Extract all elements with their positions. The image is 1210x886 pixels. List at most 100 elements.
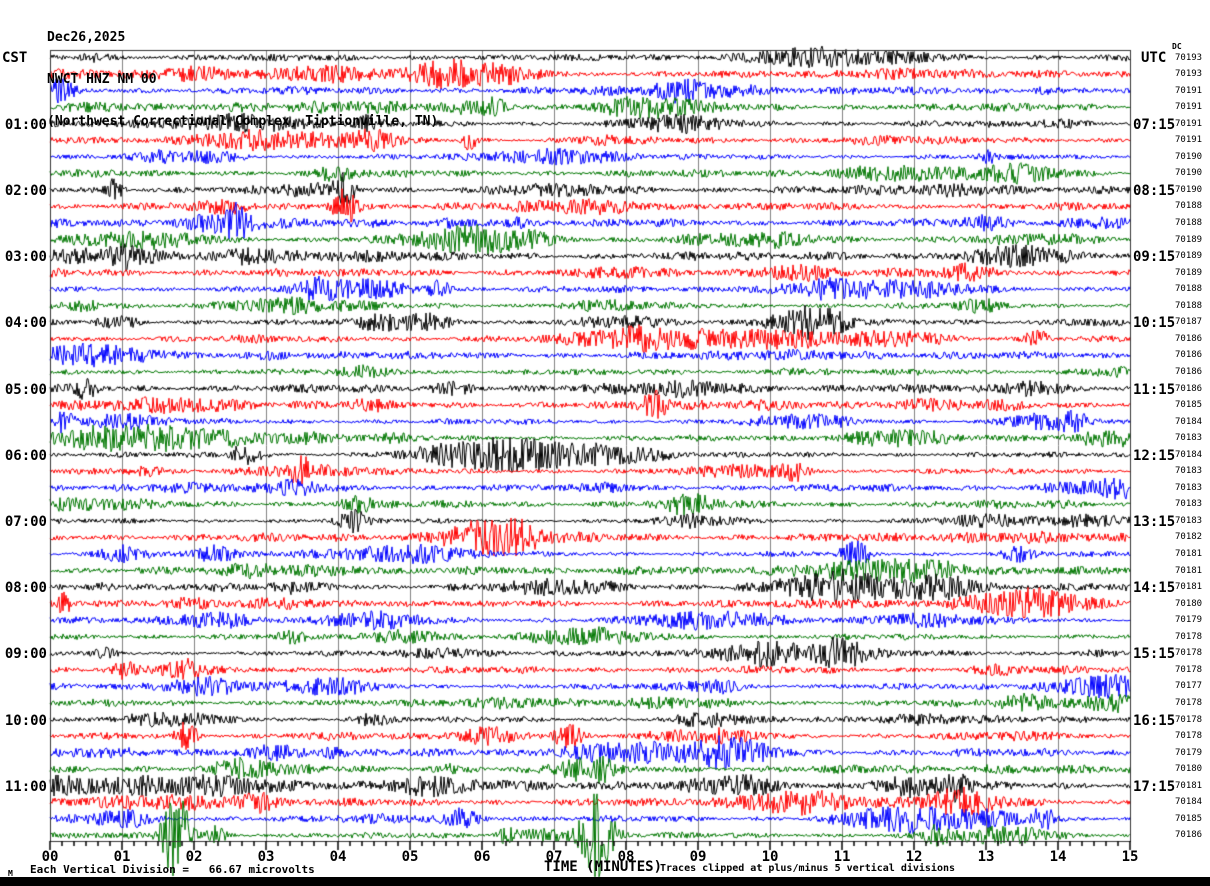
utc-hour-label: 15:15 [1133, 646, 1176, 662]
x-tick-label: 14 [1049, 849, 1067, 865]
x-tick-label: 04 [329, 849, 347, 865]
cst-hour-label: 02:00 [4, 183, 47, 199]
utc-hour-label: 14:15 [1133, 580, 1176, 596]
utc-hour-label: 08:15 [1133, 183, 1176, 199]
dc-value: 70186 [1175, 830, 1203, 840]
dc-value: 70191 [1175, 86, 1203, 96]
x-tick-label: 10 [761, 849, 779, 865]
clip-note: Traces clipped at plus/minus 5 vertical … [660, 863, 956, 874]
dc-value: 70178 [1175, 648, 1203, 658]
dc-value: 70188 [1175, 201, 1203, 211]
dc-value: 70183 [1175, 483, 1203, 493]
dc-value: 70183 [1175, 516, 1203, 526]
dc-value: 70189 [1175, 268, 1203, 278]
dc-value: 70181 [1175, 781, 1203, 791]
dc-value: 70183 [1175, 466, 1203, 476]
dc-value: 70191 [1175, 119, 1203, 129]
dc-value: 70179 [1175, 748, 1203, 758]
utc-hour-label: 17:15 [1133, 779, 1176, 795]
dc-value: 70177 [1175, 681, 1203, 691]
x-tick-label: 02 [185, 849, 203, 865]
left-timezone-label: CST [2, 50, 28, 66]
scale-note: Each Vertical Division = 66.67 microvolt… [30, 863, 315, 876]
cst-hour-label: 04:00 [4, 315, 47, 331]
dc-value: 70193 [1175, 69, 1203, 79]
x-tick-label: 00 [41, 849, 59, 865]
cst-hour-label: 05:00 [4, 382, 47, 398]
dc-value: 70191 [1175, 102, 1203, 112]
x-tick-label: 13 [977, 849, 995, 865]
x-tick-label: 01 [113, 849, 131, 865]
dc-value: 70178 [1175, 731, 1203, 741]
cst-hour-label: 11:00 [4, 779, 47, 795]
title-station: NWCT HNZ NM 00 [47, 72, 157, 87]
x-tick-label: 15 [1121, 849, 1139, 865]
x-tick-label: 07 [545, 849, 563, 865]
dc-value: 70178 [1175, 665, 1203, 675]
dc-value: 70184 [1175, 450, 1203, 460]
dc-value: 70190 [1175, 152, 1203, 162]
dc-value: 70185 [1175, 814, 1203, 824]
utc-hour-label: 09:15 [1133, 249, 1176, 265]
cst-hour-label: 01:00 [4, 117, 47, 133]
utc-hour-label: 13:15 [1133, 514, 1176, 530]
x-tick-label: 11 [833, 849, 851, 865]
cst-hour-label: 07:00 [4, 514, 47, 530]
utc-hour-label: 16:15 [1133, 713, 1176, 729]
dc-value: 70187 [1175, 317, 1203, 327]
x-tick-label: 09 [689, 849, 707, 865]
dc-value: 70181 [1175, 566, 1203, 576]
cst-hour-label: 08:00 [4, 580, 47, 596]
x-tick-label: 08 [617, 849, 635, 865]
dc-value: 70188 [1175, 301, 1203, 311]
utc-hour-label: 11:15 [1133, 382, 1176, 398]
x-tick-label: 12 [905, 849, 923, 865]
dc-value: 70180 [1175, 599, 1203, 609]
dc-value: 70178 [1175, 715, 1203, 725]
dc-value: 70178 [1175, 698, 1203, 708]
right-timezone-label: UTC [1141, 50, 1167, 66]
dc-value: 70190 [1175, 185, 1203, 195]
dc-value: 70186 [1175, 384, 1203, 394]
dc-value: 70184 [1175, 417, 1203, 427]
dc-value: 70182 [1175, 532, 1203, 542]
dc-value: 70179 [1175, 615, 1203, 625]
title-date: Dec26,2025 [47, 30, 126, 45]
dc-value: 70181 [1175, 549, 1203, 559]
dc-value: 70188 [1175, 284, 1203, 294]
x-axis-title: TIME (MINUTES) [544, 859, 663, 875]
dc-value: 70189 [1175, 235, 1203, 245]
utc-hour-label: 12:15 [1133, 448, 1176, 464]
dc-value: 70186 [1175, 367, 1203, 377]
cst-hour-label: 06:00 [4, 448, 47, 464]
title-block: Dec26,2025 NWCT HNZ NM 00 (Northwest Cor… [47, 3, 438, 157]
dc-value: 70183 [1175, 433, 1203, 443]
utc-hour-label: 10:15 [1133, 315, 1176, 331]
dc-value: 70191 [1175, 135, 1203, 145]
dc-value: 70193 [1175, 53, 1203, 63]
cst-hour-label: 03:00 [4, 249, 47, 265]
dc-value: 70181 [1175, 582, 1203, 592]
dc-value: 70184 [1175, 797, 1203, 807]
dc-value: 70180 [1175, 764, 1203, 774]
dc-value: 70185 [1175, 400, 1203, 410]
dc-value: 70178 [1175, 632, 1203, 642]
dc-value: 70189 [1175, 251, 1203, 261]
dc-value: 70190 [1175, 168, 1203, 178]
dc-value: 70186 [1175, 350, 1203, 360]
x-tick-label: 06 [473, 849, 491, 865]
dc-value: 70188 [1175, 218, 1203, 228]
utc-hour-label: 07:15 [1133, 117, 1176, 133]
dc-value: 70186 [1175, 334, 1203, 344]
x-tick-label: 05 [401, 849, 419, 865]
bottom-black-bar [0, 877, 1210, 886]
footer-symbol: M [8, 869, 13, 878]
cst-hour-label: 10:00 [4, 713, 47, 729]
title-location: (Northwest Correctional Complex, Tiption… [47, 114, 439, 129]
dc-value: 70183 [1175, 499, 1203, 509]
dc-column-label: DC [1172, 42, 1182, 51]
x-tick-label: 03 [257, 849, 275, 865]
cst-hour-label: 09:00 [4, 646, 47, 662]
